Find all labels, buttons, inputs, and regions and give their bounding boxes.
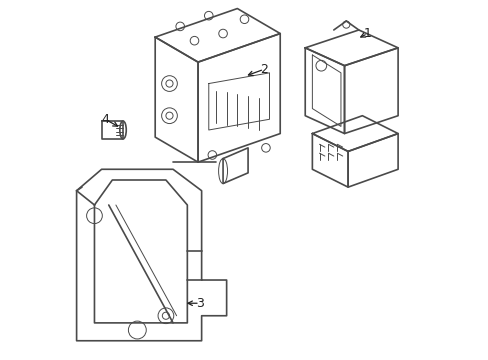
Text: 3: 3 <box>196 297 203 310</box>
Text: 2: 2 <box>260 63 267 76</box>
Text: 1: 1 <box>363 27 371 40</box>
Text: 4: 4 <box>101 113 109 126</box>
